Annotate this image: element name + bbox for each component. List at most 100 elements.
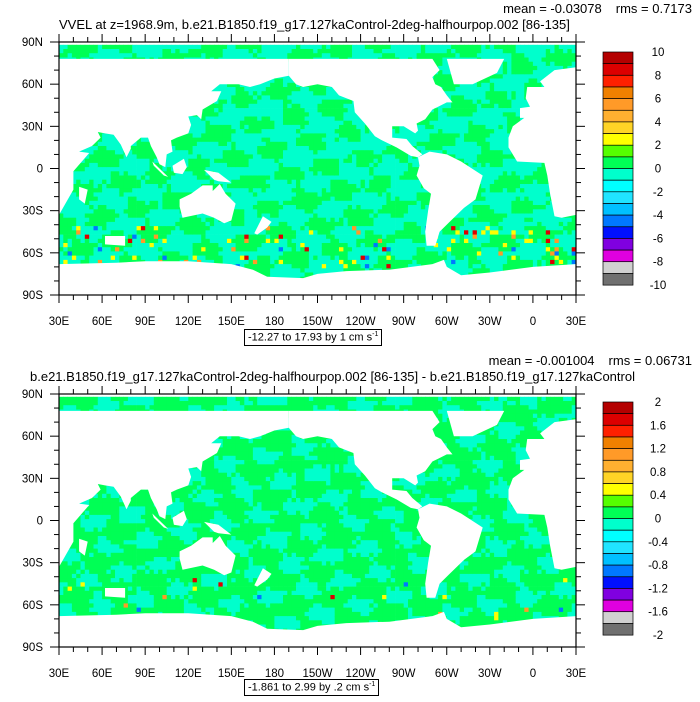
ocean-cell	[364, 175, 370, 181]
ocean-cell	[209, 158, 215, 164]
ocean-cell	[386, 162, 392, 168]
ocean-cell	[93, 53, 99, 58]
ocean-cell	[373, 243, 379, 248]
ocean-cell	[192, 162, 198, 168]
ocean-cell	[239, 264, 245, 269]
ocean-cell	[63, 226, 68, 231]
ocean-cell	[261, 154, 267, 159]
ocean-cell	[386, 150, 392, 155]
ocean-cell	[296, 234, 301, 240]
ocean-cell	[278, 78, 284, 84]
ocean-cell	[115, 184, 120, 189]
ocean-cell	[420, 141, 426, 147]
ocean-cell	[296, 205, 301, 210]
ocean-cell	[416, 120, 422, 126]
ocean-cell	[326, 53, 331, 58]
ocean-cell	[313, 234, 318, 240]
ocean-cell	[119, 146, 124, 151]
ocean-cell	[283, 205, 288, 210]
ocean-cell	[356, 217, 361, 223]
ocean-cell	[265, 255, 271, 261]
ocean-cell	[343, 238, 349, 244]
ocean-cell	[265, 116, 271, 122]
ocean-cell	[63, 251, 68, 256]
ocean-cell	[291, 129, 297, 134]
ocean-cell	[382, 209, 387, 214]
ocean-cell	[97, 154, 103, 159]
ocean-cell	[317, 251, 323, 256]
ocean-cell	[218, 167, 224, 172]
ocean-cell	[412, 238, 417, 244]
ocean-cell	[291, 184, 297, 189]
ocean-cell	[265, 272, 271, 278]
ocean-cell	[84, 158, 90, 164]
ocean-cell	[214, 162, 219, 168]
ocean-cell	[89, 217, 94, 223]
ocean-cell	[149, 230, 155, 235]
ocean-cell	[308, 108, 314, 113]
ocean-cell	[231, 141, 236, 147]
ocean-cell	[171, 44, 176, 50]
ocean-cell	[296, 221, 301, 227]
ocean-cell	[218, 141, 224, 147]
ocean-cell	[145, 44, 150, 50]
ocean-cell	[403, 221, 409, 227]
ocean-cell	[84, 213, 90, 219]
ocean-cell	[205, 221, 211, 227]
ocean-cell	[102, 137, 107, 143]
ocean-cell	[403, 200, 409, 206]
ocean-cell	[343, 133, 349, 138]
ocean-cell	[76, 205, 81, 210]
ocean-cell	[330, 91, 336, 96]
ocean-cell	[97, 255, 103, 261]
ocean-cell	[136, 247, 142, 252]
ocean-cell	[308, 221, 314, 227]
ocean-cell	[183, 167, 189, 172]
ocean-cell	[222, 162, 228, 168]
ocean-cell	[304, 116, 310, 122]
ocean-cell	[166, 221, 172, 227]
ocean-cell	[248, 44, 254, 50]
ocean-cell	[183, 188, 189, 193]
ocean-cell	[244, 129, 249, 134]
ocean-cell	[403, 226, 409, 231]
ocean-cell	[205, 259, 211, 265]
ocean-cell	[235, 179, 241, 185]
ocean-cell	[201, 146, 206, 151]
ocean-cell	[205, 49, 211, 54]
ocean-cell	[399, 179, 405, 185]
ocean-cell	[364, 205, 370, 210]
ocean-cell	[106, 196, 112, 202]
ocean-cell	[149, 217, 155, 223]
ocean-cell	[89, 188, 94, 193]
ocean-cell	[71, 221, 77, 227]
ocean-cell	[283, 162, 288, 168]
ocean-cell	[162, 196, 168, 202]
ocean-cell	[283, 259, 288, 265]
ocean-cell	[270, 167, 275, 172]
ocean-cell	[321, 112, 327, 117]
ocean-cell	[136, 192, 142, 197]
ocean-cell	[214, 247, 219, 252]
ocean-cell	[93, 217, 99, 223]
ocean-cell	[326, 209, 331, 214]
ocean-cell	[399, 184, 405, 189]
ocean-cell	[274, 108, 280, 113]
ocean-cell	[171, 205, 176, 210]
ocean-cell	[321, 209, 327, 214]
ocean-cell	[89, 200, 94, 206]
ocean-cell	[416, 205, 422, 210]
ocean-cell	[257, 238, 262, 244]
ocean-cell	[334, 196, 340, 202]
ocean-cell	[395, 264, 400, 269]
ocean-cell	[84, 217, 90, 223]
ocean-cell	[227, 124, 232, 130]
ocean-cell	[347, 108, 353, 113]
ocean-cell	[175, 230, 180, 235]
ocean-cell	[162, 205, 168, 210]
ocean-cell	[97, 167, 103, 172]
ocean-cell	[76, 44, 81, 50]
ocean-cell	[296, 44, 301, 50]
ocean-cell	[265, 175, 271, 181]
ocean-cell	[270, 78, 275, 84]
